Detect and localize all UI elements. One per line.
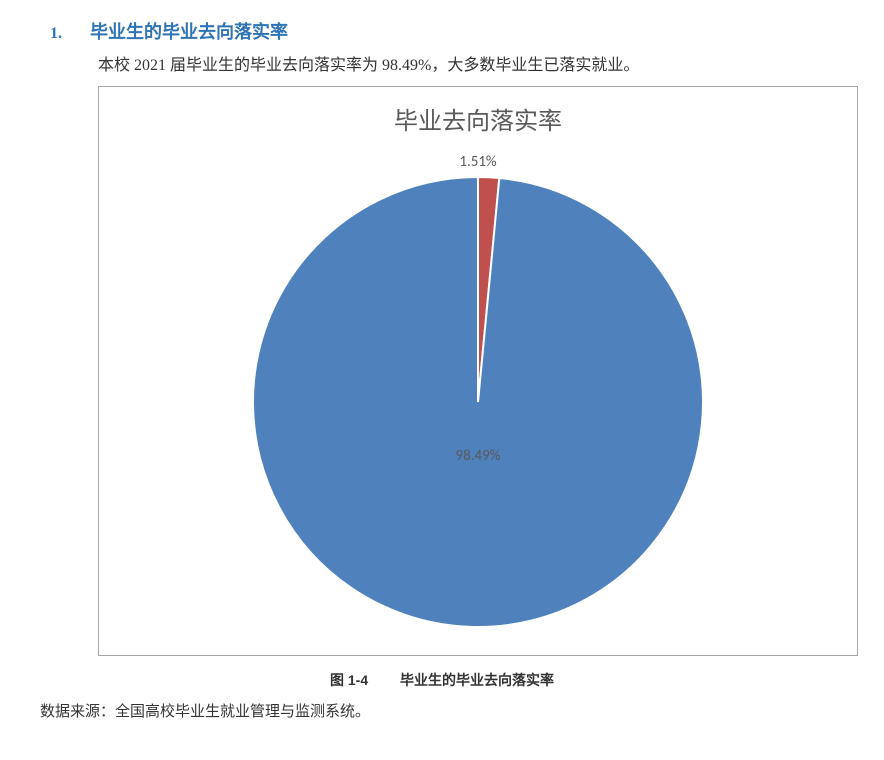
body-text: 本校 2021 届毕业生的毕业去向落实率为 98.49%，大多数毕业生已落实就业… <box>98 54 864 78</box>
pie-slice <box>253 177 703 627</box>
section-heading: 1. 毕业生的毕业去向落实率 <box>50 18 864 44</box>
pie-slice-label-big: 98.49% <box>456 447 501 465</box>
pie-svg <box>243 157 713 627</box>
heading-title: 毕业生的毕业去向落实率 <box>90 18 288 44</box>
caption-text: 毕业生的毕业去向落实率 <box>400 672 554 688</box>
data-source: 数据来源：全国高校毕业生就业管理与监测系统。 <box>40 700 864 721</box>
chart-title: 毕业去向落实率 <box>99 101 857 136</box>
pie-slice-label-small: 1.51% <box>459 153 496 171</box>
figure-caption: 图 1-4 毕业生的毕业去向落实率 <box>20 670 864 690</box>
pie-chart-container: 毕业去向落实率 1.51% 98.49% <box>98 86 858 656</box>
pie-chart: 1.51% 98.49% <box>243 157 713 627</box>
heading-number: 1. <box>50 25 62 43</box>
caption-label: 图 1-4 <box>330 672 368 688</box>
